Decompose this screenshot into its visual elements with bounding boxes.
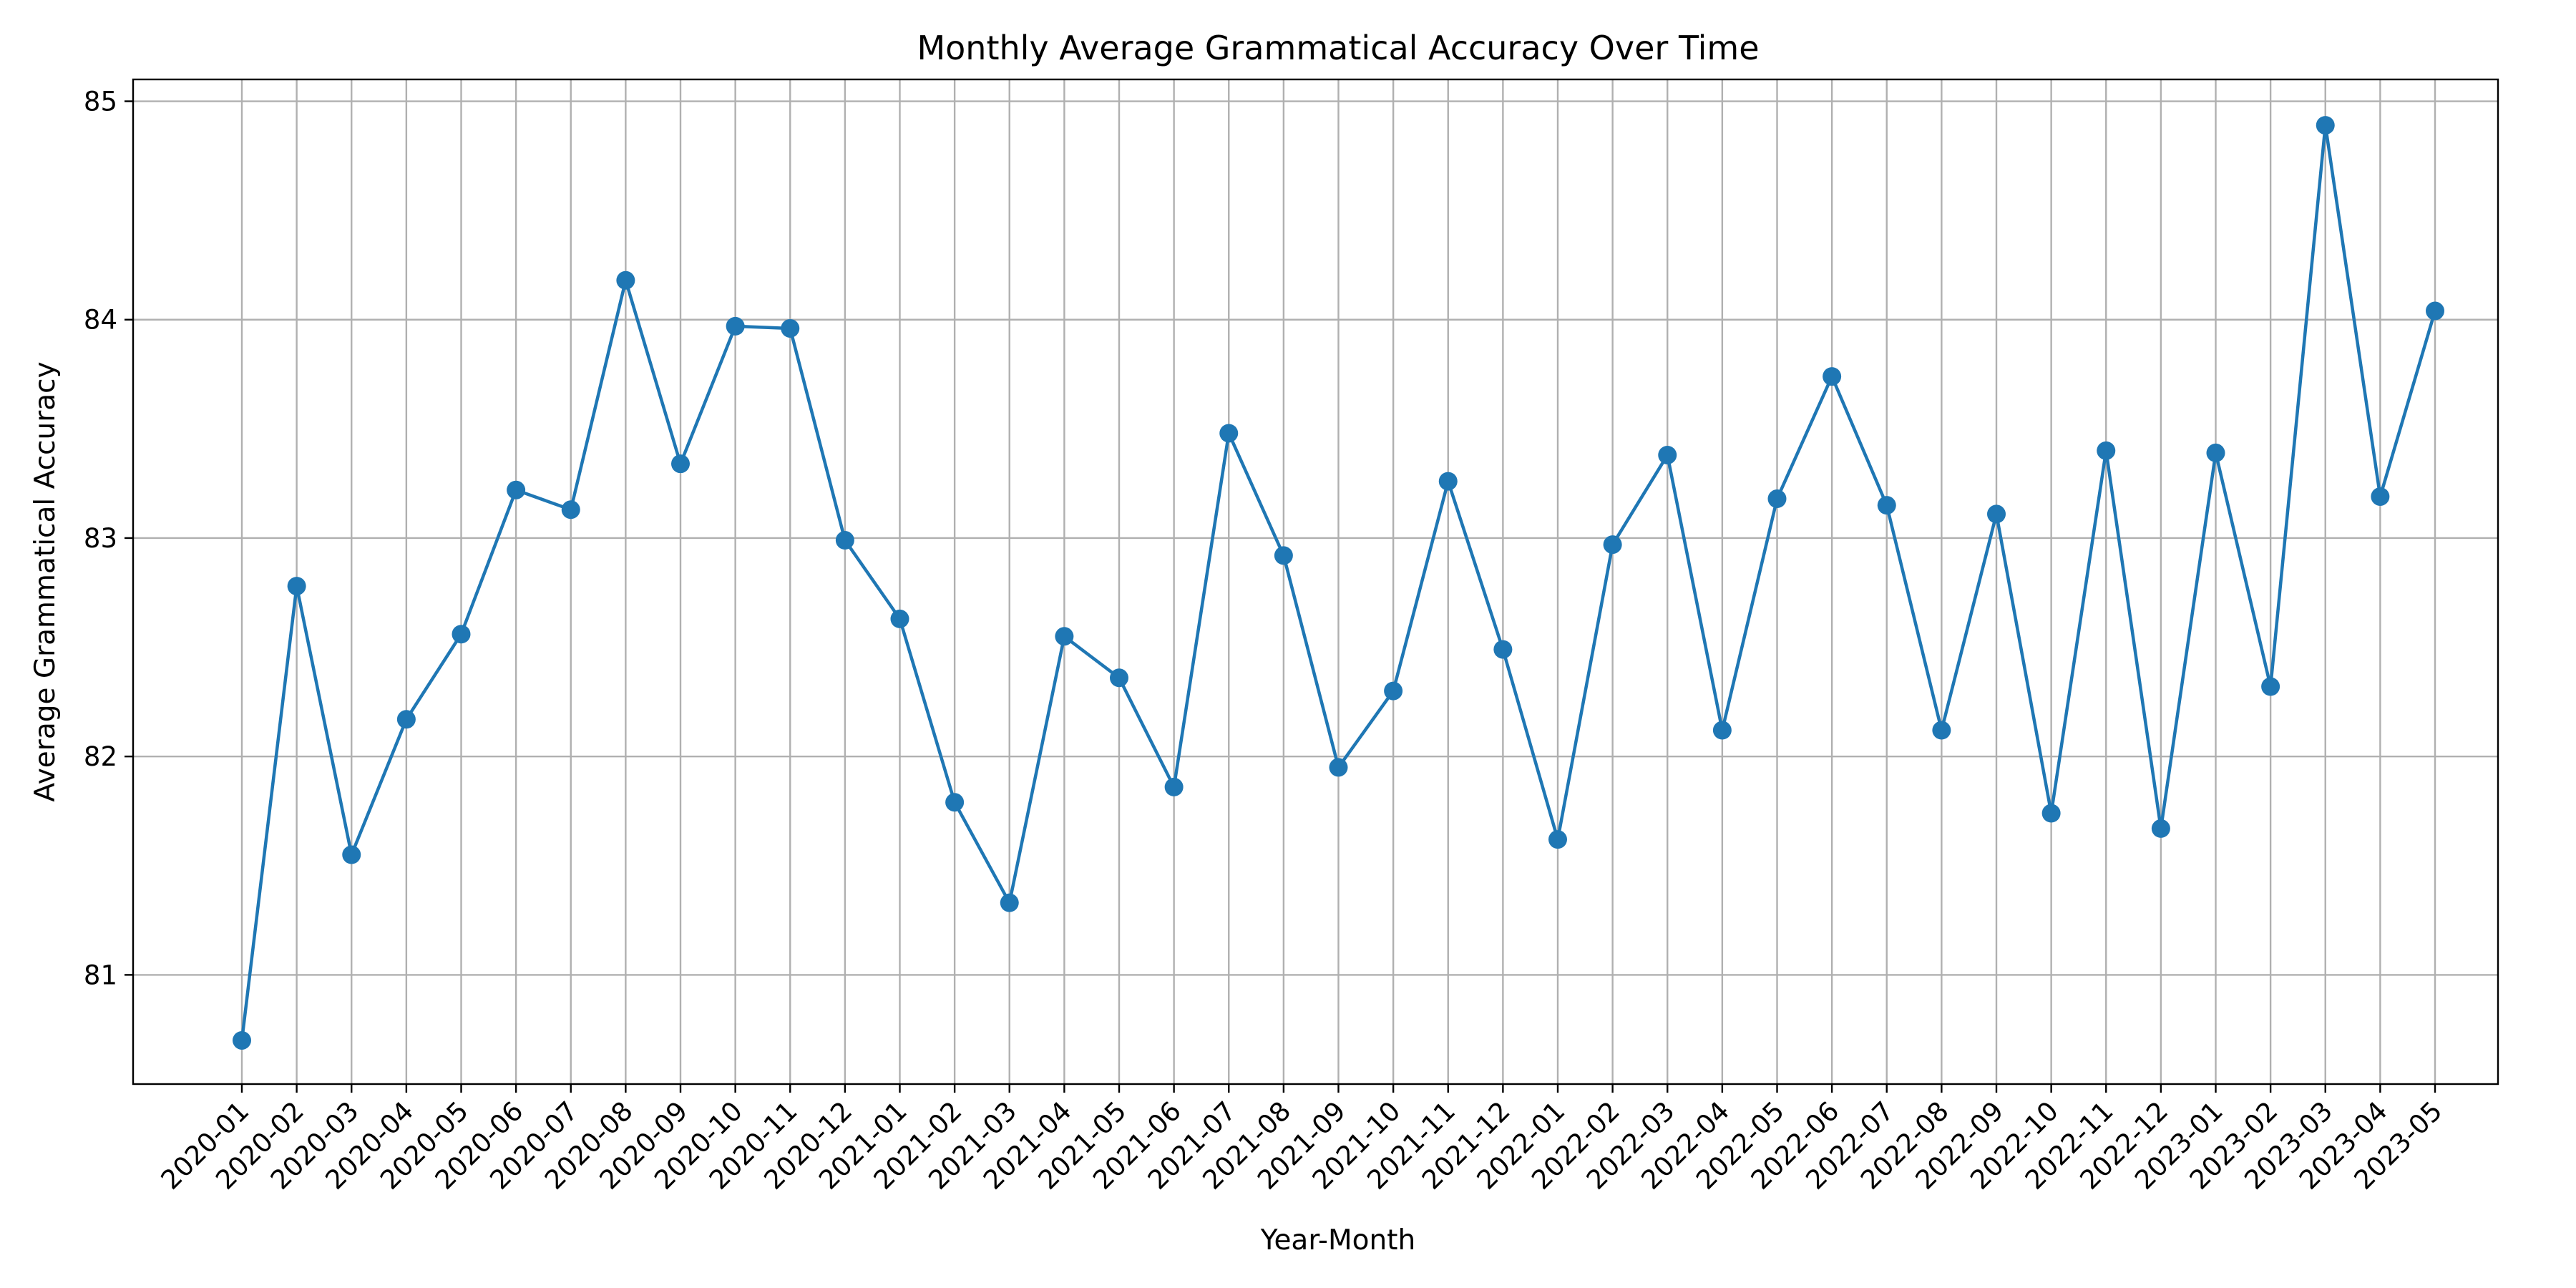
data-point xyxy=(1548,830,1567,849)
data-point xyxy=(1110,668,1128,688)
data-point xyxy=(2316,116,2335,135)
data-point xyxy=(890,609,909,628)
data-point xyxy=(1712,721,1732,740)
data-point xyxy=(1987,504,2006,524)
data-point xyxy=(1658,445,1677,464)
y-axis-label: Average Grammatical Accuracy xyxy=(29,361,62,801)
data-point xyxy=(2371,487,2390,506)
data-point xyxy=(452,625,471,644)
data-point xyxy=(1603,535,1622,555)
x-axis-label: Year-Month xyxy=(1260,1224,1415,1257)
data-point xyxy=(671,454,690,474)
data-point xyxy=(1877,496,1896,515)
data-point xyxy=(1493,640,1513,659)
data-point xyxy=(507,480,526,499)
data-point xyxy=(287,577,306,596)
data-point xyxy=(1164,777,1184,796)
data-point xyxy=(561,500,580,519)
data-point xyxy=(2097,441,2116,460)
data-point xyxy=(1823,367,1842,386)
data-point xyxy=(2261,677,2280,696)
data-point xyxy=(233,1030,251,1050)
data-point xyxy=(1438,472,1458,491)
data-point xyxy=(781,318,800,338)
data-point xyxy=(342,845,361,864)
data-point xyxy=(2206,443,2225,462)
data-point xyxy=(2041,804,2061,823)
data-point xyxy=(1274,546,1293,565)
data-point xyxy=(1932,721,1951,740)
data-point xyxy=(1767,489,1787,509)
y-tick-label: 81 xyxy=(84,960,117,990)
data-point xyxy=(726,316,745,336)
data-point xyxy=(1055,627,1074,646)
data-point xyxy=(2151,819,2170,838)
y-axis: 81 82 83 84 85 xyxy=(84,87,133,990)
data-point xyxy=(616,270,635,290)
y-tick-label: 84 xyxy=(84,305,117,336)
grid-lines xyxy=(133,79,2498,1084)
data-point xyxy=(835,531,854,550)
x-axis: 2020-012020-022020-032020-042020-052020-… xyxy=(155,1084,2448,1196)
y-tick-label: 85 xyxy=(84,87,117,117)
chart-title: Monthly Average Grammatical Accuracy Ove… xyxy=(917,29,1759,67)
series-group xyxy=(233,116,2444,1050)
data-point xyxy=(1219,424,1239,443)
y-tick-label: 82 xyxy=(84,741,117,772)
data-point xyxy=(1384,681,1403,701)
plot-area-frame xyxy=(132,78,2499,1085)
y-tick-label: 83 xyxy=(84,523,117,554)
data-point xyxy=(1000,893,1019,912)
data-point xyxy=(945,793,965,812)
data-point xyxy=(396,710,416,729)
data-point xyxy=(2426,301,2444,321)
data-point xyxy=(1329,758,1348,777)
